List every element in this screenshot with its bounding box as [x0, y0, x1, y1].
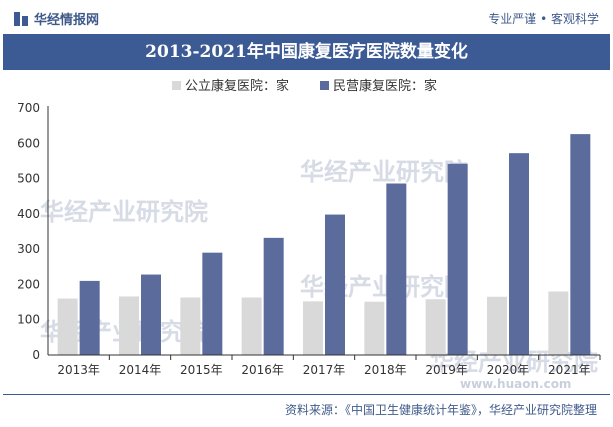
watermark-text: 华经产业研究院 [300, 158, 468, 186]
bar-private [386, 183, 407, 355]
bar-public [364, 301, 385, 355]
bar-public [241, 297, 262, 355]
x-tick-label: 2017年 [303, 363, 346, 377]
bar-public [180, 297, 201, 355]
x-axis-labels: 2013年 2014年 2015年 2016年 2017年 2018年 2019年 2020年… [57, 363, 590, 377]
legend: 公立康复医院：家 民营康复医院：家 [172, 78, 437, 94]
chart-area: 华经产业研究院华经产业研究院华经产业研究院华经产业研究院华经产业研究院www.h… [0, 70, 613, 392]
bar-private [141, 274, 161, 355]
bar-public [548, 291, 569, 355]
tagline: 专业严谨 • 客观科学 [488, 12, 599, 26]
x-tick-label: 2013年 [57, 363, 100, 377]
watermark-text: 华经产业研究院 [40, 198, 208, 226]
bar-public [425, 299, 446, 355]
chart-title: 2013-2021年中国康复医疗医院数量变化 [145, 42, 468, 62]
legend-swatch [172, 81, 181, 90]
source-note: 资料来源：《中国卫生健康统计年鉴》，华经产业研究院整理 [284, 403, 597, 417]
bar-private [447, 163, 468, 355]
bar-public [119, 296, 139, 355]
bar-private [570, 134, 591, 355]
brand-logo-icon [14, 12, 28, 26]
y-tick-label: 700 [17, 101, 40, 115]
x-tick-label: 2020年 [487, 363, 530, 377]
x-tick-label: 2016年 [241, 363, 284, 377]
bar-private [79, 280, 100, 355]
watermark-url: www.huaon.com [460, 377, 571, 391]
footer-divider [3, 394, 610, 395]
legend-label: 民营康复医院：家 [333, 78, 437, 94]
y-axis-ticks: 0 100 200 300 400 500 600 700 [17, 101, 40, 362]
bar-chart: 华经产业研究院华经产业研究院华经产业研究院华经产业研究院华经产业研究院www.h… [17, 78, 601, 391]
x-tick-label: 2019年 [425, 363, 468, 377]
x-tick-label: 2015年 [180, 363, 223, 377]
top-bar: 华经情报网 专业严谨 • 客观科学 [0, 0, 613, 34]
watermarks: 华经产业研究院华经产业研究院华经产业研究院华经产业研究院华经产业研究院www.h… [40, 158, 598, 391]
axes [47, 106, 601, 360]
y-tick-label: 0 [32, 348, 40, 362]
x-tick-label: 2018年 [364, 363, 407, 377]
y-tick-label: 300 [17, 242, 40, 256]
bar-private [325, 214, 345, 355]
brand-name: 华经情报网 [34, 13, 100, 28]
bar-private [509, 153, 529, 355]
y-tick-label: 100 [17, 313, 40, 327]
y-tick-label: 200 [17, 277, 40, 291]
x-tick-label: 2014年 [119, 363, 162, 377]
y-tick-label: 600 [17, 136, 40, 150]
y-tick-label: 400 [17, 207, 40, 221]
legend-label: 公立康复医院：家 [185, 78, 289, 94]
legend-swatch [320, 81, 329, 90]
bar-public [487, 296, 507, 355]
bars [57, 134, 591, 355]
x-tick-label: 2021年 [548, 363, 591, 377]
bar-public [303, 301, 323, 355]
brand[interactable]: 华经情报网 [14, 9, 99, 28]
bar-public [57, 298, 78, 355]
y-tick-label: 500 [17, 172, 40, 186]
title-bar: 2013-2021年中国康复医疗医院数量变化 [3, 34, 610, 70]
bar-private [202, 252, 223, 355]
bar-private [263, 237, 284, 355]
